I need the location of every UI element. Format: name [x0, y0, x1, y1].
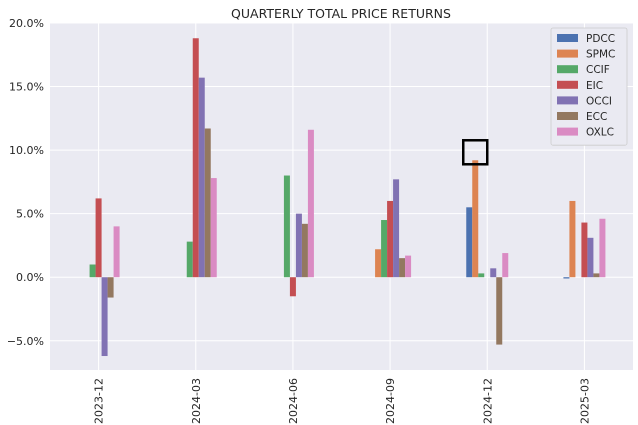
legend-label-ecc: ECC: [586, 111, 607, 123]
plot-background: [50, 23, 633, 370]
legend: PDCC SPMC CCIF EIC OCCI ECC OXLC: [550, 27, 628, 146]
x-tick-label: 2023-12: [93, 378, 106, 424]
legend-label-occi: OCCI: [586, 95, 612, 107]
bar-occi-2024-09: [393, 179, 400, 278]
bar-eic-2024-06: [289, 277, 296, 297]
bar-ecc-2024-12: [496, 277, 503, 345]
bar-occi-2024-06: [295, 213, 302, 278]
x-tick-label: 2024-12: [481, 378, 494, 424]
bar-spmc-2024-12: [472, 160, 479, 278]
y-axis: −5.0% 0.0% 5.0% 10.0% 15.0% 20.0%: [7, 17, 44, 348]
x-tick-label: 2024-06: [287, 378, 300, 424]
bar-spmc-2025-03: [569, 200, 576, 278]
bar-oxlc-2025-03: [599, 218, 606, 278]
legend-label-eic: EIC: [586, 80, 603, 92]
bar-oxlc-2024-03: [210, 178, 217, 278]
bar-ecc-2024-03: [204, 128, 211, 278]
bar-occi-2023-12: [101, 277, 108, 357]
legend-swatch-eic: [557, 80, 578, 89]
bar-ccif-2024-06: [283, 175, 290, 278]
bar-eic-2025-03: [581, 222, 588, 278]
bar-occi-2025-03: [587, 237, 594, 278]
legend-swatch-ccif: [557, 65, 578, 74]
legend-swatch-ecc: [557, 112, 578, 120]
legend-label-oxlc: OXLC: [586, 127, 614, 139]
legend-label-pdcc: PDCC: [586, 33, 615, 45]
y-tick-label: 0.0%: [16, 271, 44, 284]
bar-pdcc-2025-03: [563, 277, 570, 279]
y-tick-label: −5.0%: [7, 335, 44, 348]
chart-title: QUARTERLY TOTAL PRICE RETURNS: [231, 6, 451, 21]
y-tick-label: 5.0%: [16, 208, 44, 221]
bar-oxlc-2024-09: [405, 255, 412, 278]
legend-swatch-oxlc: [557, 127, 578, 136]
bar-eic-2024-03: [192, 38, 199, 278]
x-tick-label: 2025-03: [578, 378, 591, 424]
bar-ecc-2023-12: [107, 277, 114, 298]
bar-pdcc-2024-12: [466, 207, 473, 278]
bar-oxlc-2024-12: [502, 253, 509, 278]
x-axis: 2023-12 2024-03 2024-06 2024-09 2024-12 2025-…: [93, 378, 592, 424]
bar-ccif-2024-12: [478, 273, 485, 278]
bar-oxlc-2023-12: [113, 226, 120, 278]
bar-spmc-2024-09: [375, 249, 382, 278]
bar-ccif-2024-03: [186, 241, 193, 278]
bar-eic-2023-12: [95, 198, 102, 278]
bar-occi-2024-12: [490, 268, 497, 278]
bar-ecc-2024-09: [399, 258, 406, 278]
legend-label-ccif: CCIF: [586, 64, 610, 76]
annotations: [462, 139, 489, 166]
highlight-box: [462, 139, 489, 166]
bar-oxlc-2024-06: [307, 129, 314, 278]
y-tick-label: 20.0%: [9, 17, 44, 30]
bar-ccif-2024-09: [381, 220, 388, 278]
bar-occi-2024-03: [198, 77, 205, 278]
y-tick-label: 15.0%: [9, 81, 44, 94]
bars: [89, 38, 606, 357]
bar-eic-2024-09: [387, 200, 394, 278]
bar-ecc-2025-03: [593, 273, 600, 278]
x-tick-label: 2024-09: [384, 378, 397, 424]
y-tick-label: 10.0%: [9, 144, 44, 157]
legend-swatch-occi: [557, 96, 578, 105]
x-tick-label: 2024-03: [190, 378, 203, 424]
bar-ecc-2024-06: [301, 223, 308, 278]
legend-swatch-spmc: [557, 49, 578, 58]
legend-swatch-pdcc: [557, 34, 578, 42]
bar-ccif-2023-12: [89, 264, 96, 278]
legend-label-spmc: SPMC: [586, 49, 615, 61]
